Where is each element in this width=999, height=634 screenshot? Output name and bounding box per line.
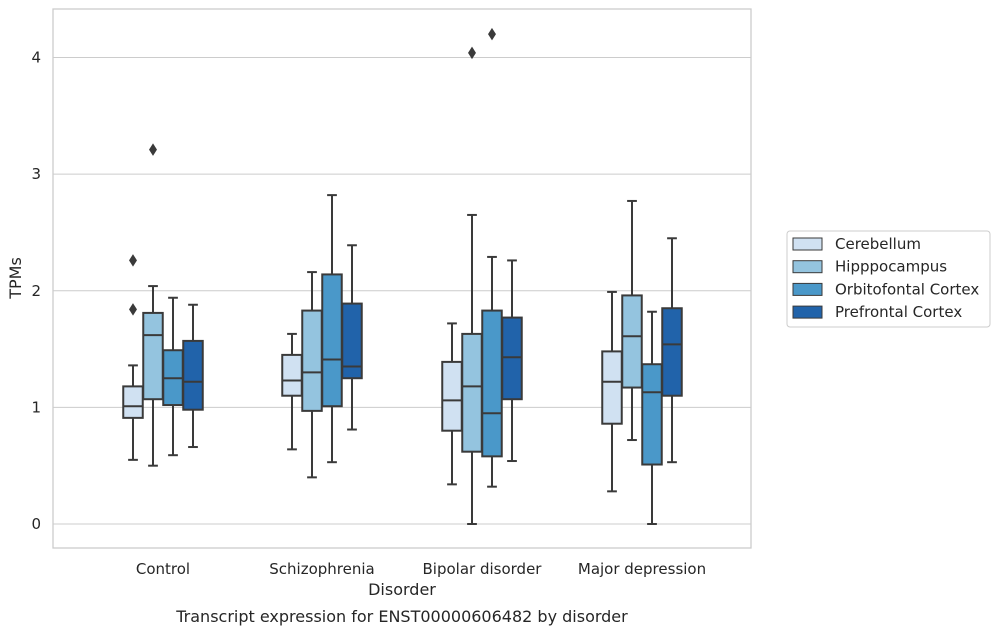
box-orbitofontal-cortex-0 bbox=[162, 296, 184, 457]
box-hipppocampus-2 bbox=[461, 46, 483, 525]
outlier-point-0 bbox=[468, 46, 476, 60]
outlier-point-0 bbox=[149, 143, 157, 156]
outlier-point-0 bbox=[129, 303, 137, 316]
y-tick-label-0: 0 bbox=[31, 515, 41, 533]
box-cerebellum-0 bbox=[122, 254, 144, 461]
y-axis-label: TPMs bbox=[6, 257, 25, 300]
outlier-point-0 bbox=[488, 27, 496, 41]
plot-frame bbox=[52, 8, 752, 549]
box-iqr bbox=[301, 309, 323, 412]
chart-caption: Transcript expression for ENST0000060648… bbox=[175, 607, 628, 626]
y-tick-label-1: 1 bbox=[31, 398, 41, 416]
box-iqr bbox=[461, 332, 483, 453]
box-iqr bbox=[142, 311, 164, 401]
legend-swatch-3 bbox=[792, 305, 823, 319]
legend-label-2: Orbitofontal Cortex bbox=[835, 280, 979, 298]
box-orbitofontal-cortex-2 bbox=[481, 27, 503, 488]
box-prefrontal-cortex-3 bbox=[661, 237, 683, 464]
box-iqr bbox=[321, 273, 343, 408]
legend-frame bbox=[786, 230, 991, 328]
box-iqr bbox=[621, 294, 643, 389]
box-iqr bbox=[182, 339, 204, 411]
box-iqr bbox=[481, 309, 503, 458]
y-tick-labels: 0 1 2 3 4 bbox=[31, 49, 41, 534]
box-hipppocampus-0 bbox=[142, 143, 164, 467]
box-prefrontal-cortex-0 bbox=[182, 303, 204, 449]
box-cerebellum-1 bbox=[281, 332, 303, 451]
x-tick-label-2: Bipolar disorder bbox=[423, 560, 543, 578]
box-iqr bbox=[281, 353, 303, 397]
x-tick-label-1: Schizophrenia bbox=[269, 560, 374, 578]
gridlines bbox=[53, 56, 751, 525]
box-cerebellum-2 bbox=[441, 322, 463, 486]
y-tick-label-3: 3 bbox=[31, 165, 41, 183]
box-prefrontal-cortex-2 bbox=[501, 259, 523, 463]
box-hipppocampus-1 bbox=[301, 271, 323, 479]
box-orbitofontal-cortex-3 bbox=[641, 310, 663, 525]
box-iqr bbox=[341, 302, 363, 380]
box-iqr bbox=[501, 316, 523, 401]
box-orbitofontal-cortex-1 bbox=[321, 194, 343, 464]
legend-swatch-2 bbox=[792, 282, 823, 296]
y-tick-label-2: 2 bbox=[31, 282, 41, 300]
legend: Cerebellum Hipppocampus Orbitofontal Corte… bbox=[786, 230, 991, 328]
legend-label-1: Hipppocampus bbox=[835, 258, 947, 276]
x-axis-label: Disorder bbox=[368, 580, 436, 599]
box-iqr bbox=[661, 307, 683, 397]
box-iqr bbox=[122, 385, 144, 419]
outlier-point-1 bbox=[129, 254, 137, 267]
x-tick-label-0: Control bbox=[136, 560, 190, 578]
box-cerebellum-3 bbox=[601, 290, 623, 493]
x-tick-labels: Control Schizophrenia Bipolar disorder Majo… bbox=[136, 560, 706, 578]
box-iqr bbox=[601, 350, 623, 425]
legend-swatch-1 bbox=[792, 260, 823, 274]
legend-label-0: Cerebellum bbox=[835, 235, 921, 253]
box-hipppocampus-3 bbox=[621, 199, 643, 442]
box-prefrontal-cortex-1 bbox=[341, 244, 363, 431]
legend-label-3: Prefrontal Cortex bbox=[835, 303, 962, 321]
box-plots bbox=[122, 27, 683, 525]
x-tick-label-3: Major depression bbox=[578, 560, 706, 578]
y-tick-label-4: 4 bbox=[31, 49, 41, 67]
box-iqr bbox=[441, 360, 463, 432]
legend-swatch-0 bbox=[792, 237, 823, 251]
box-iqr bbox=[641, 363, 663, 466]
